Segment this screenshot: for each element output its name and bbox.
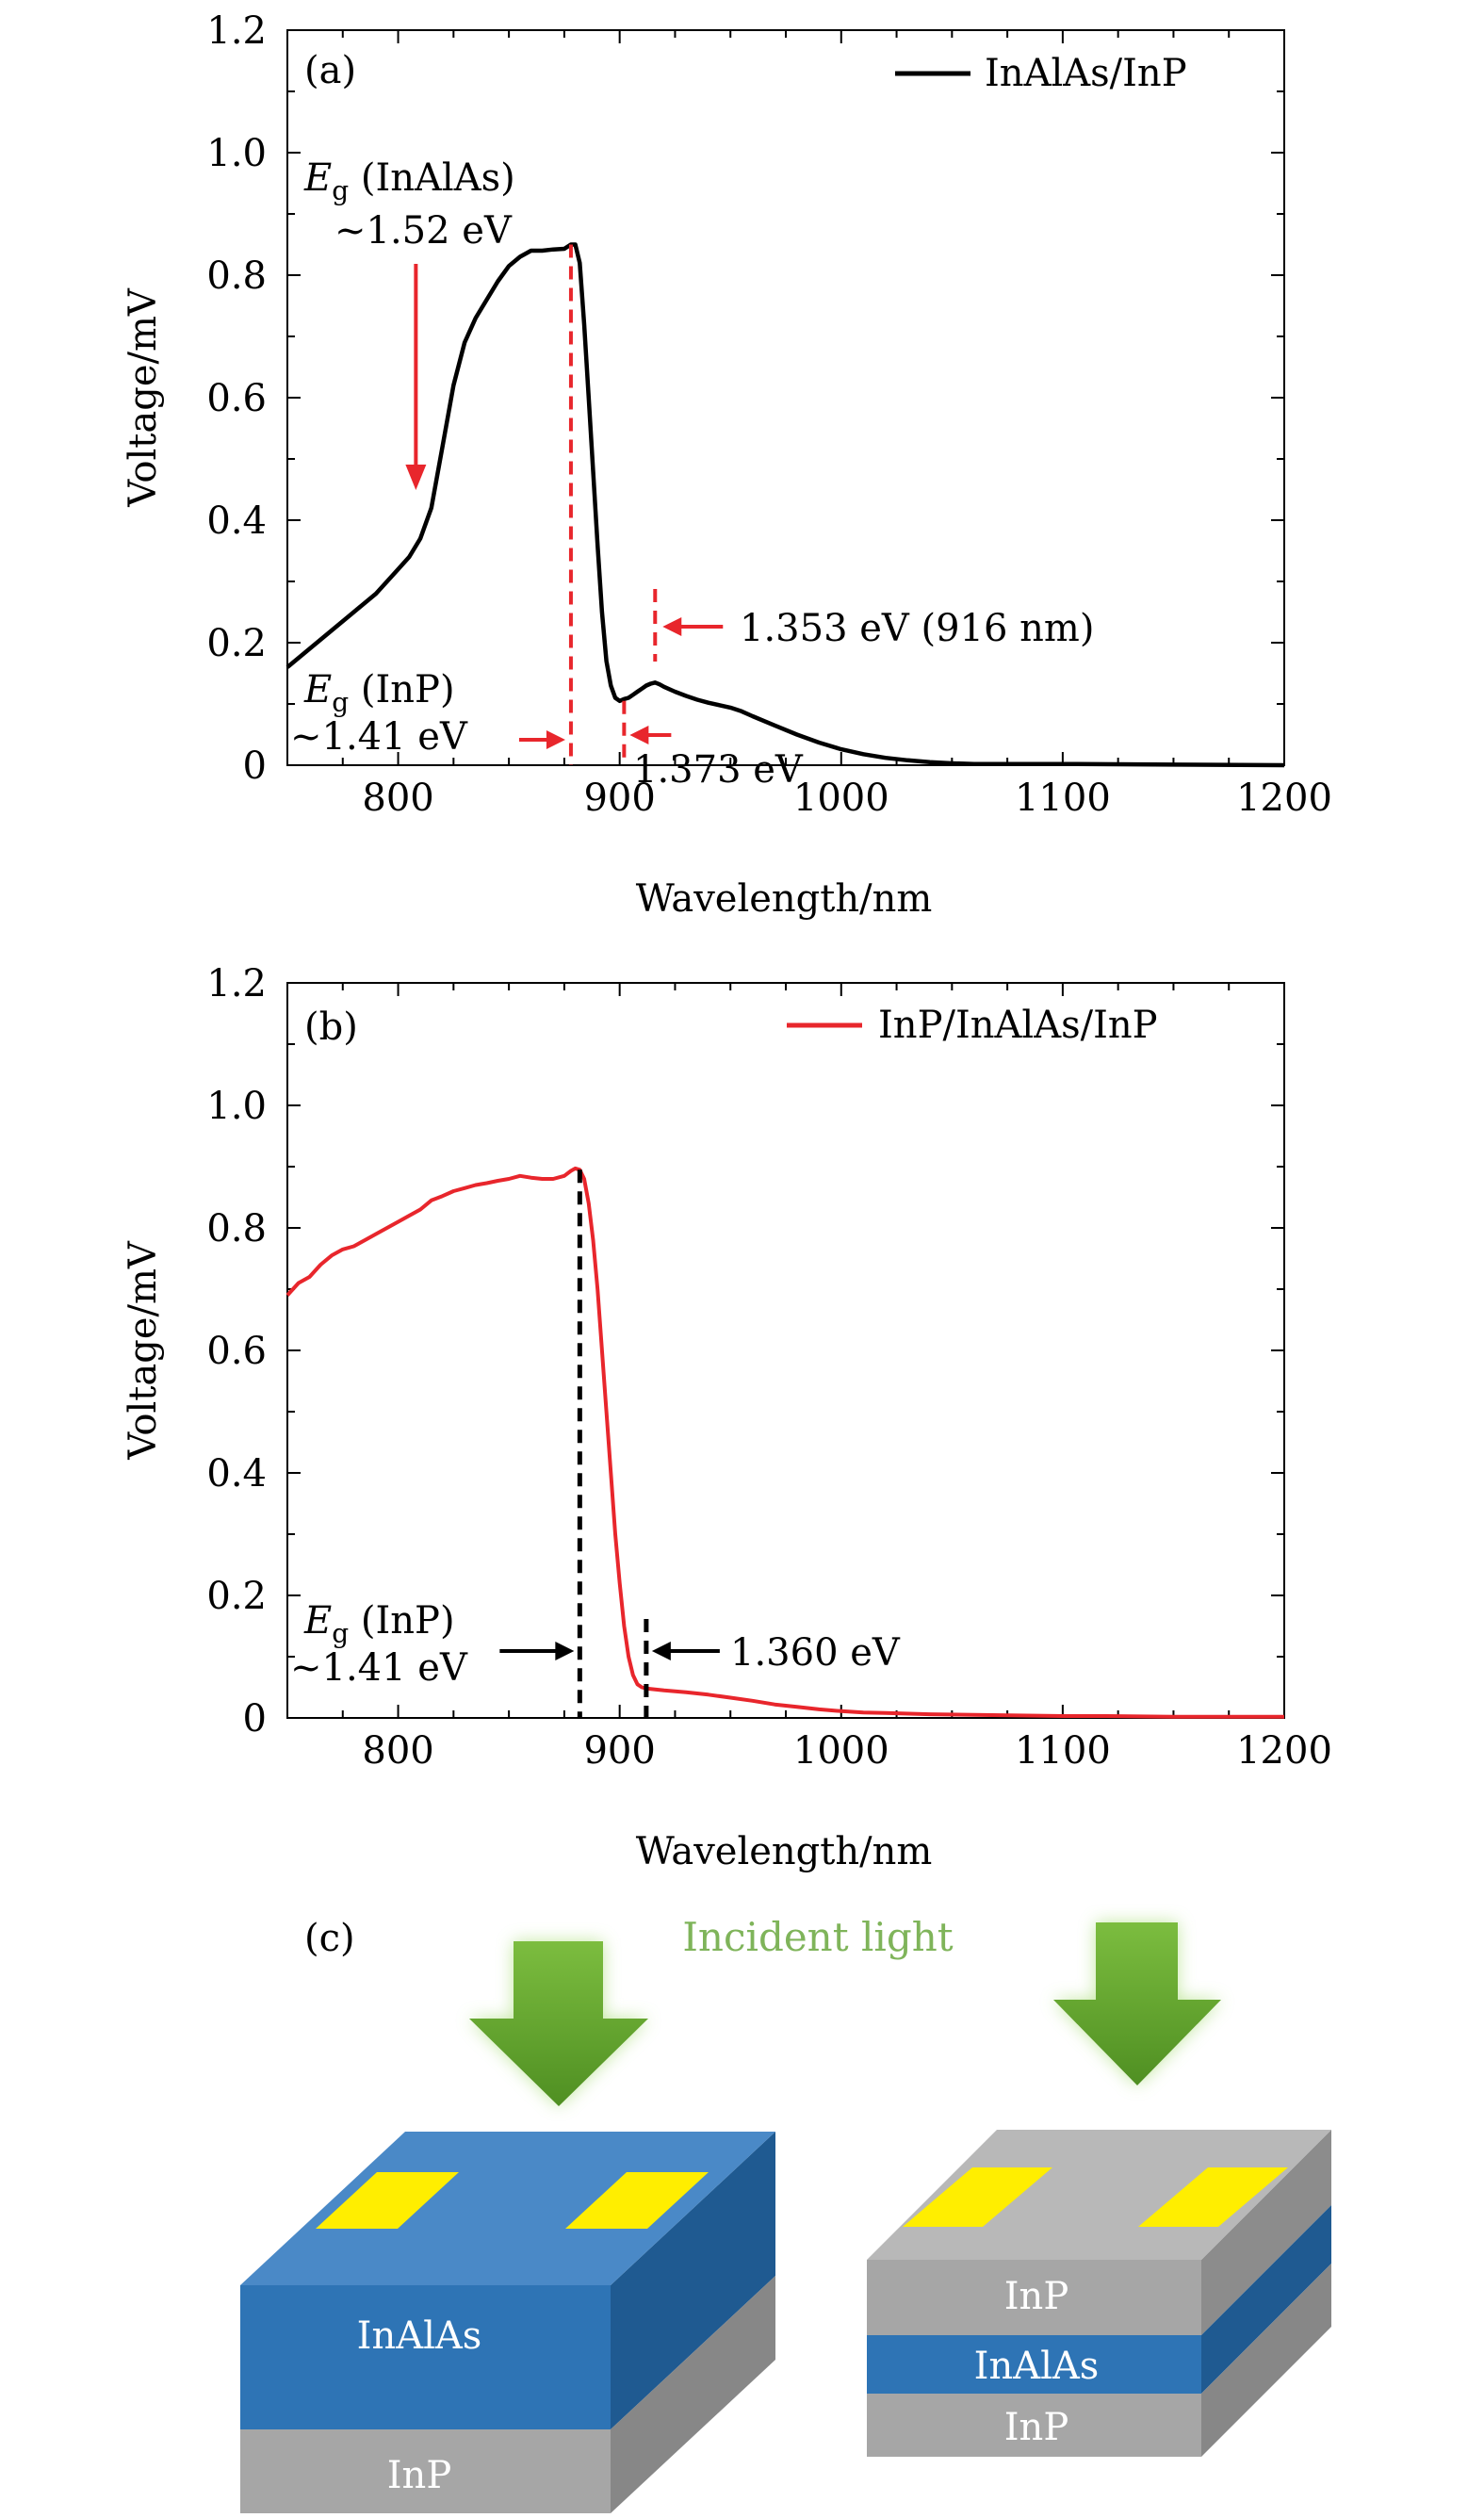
panel-b: 800 900 1000 1100 1200 0 0.2 0.4 0.6 0.8 1.0 1.2 (b…	[122, 962, 1332, 1873]
panel-b-y-tick-label: 1.0	[206, 1085, 267, 1128]
panel-a-y-tick-label: 0.4	[206, 499, 267, 543]
panel-b-x-tick-label: 1000	[793, 1729, 889, 1773]
eg-inp-value-b: ~1.41 eV	[290, 1646, 468, 1690]
device-left: InAlAs InP	[240, 2132, 775, 2513]
mark-1360-label: 1.360 eV	[730, 1631, 901, 1675]
panel-b-legend-label: InP/InAlAs/InP	[878, 1004, 1158, 1047]
panel-b-x-tick-label: 1200	[1236, 1729, 1332, 1773]
panel-a-x-tick-label: 800	[362, 777, 433, 820]
eg-inp-label-a: Eg (InP)	[303, 668, 455, 718]
device-left-contact-2	[565, 2172, 709, 2229]
device-right-inp-bottom-side	[1201, 2264, 1331, 2457]
panel-a-x-tick-label: 1200	[1236, 777, 1332, 820]
panel-c: (c) Incident light InAlAs InP	[240, 1914, 1331, 2513]
panel-a-y-tick-label: 0.8	[206, 254, 267, 298]
device-right-contact-2	[1138, 2167, 1288, 2227]
incident-light-label: Incident light	[682, 1914, 953, 1960]
eg-inp-arrow-b	[499, 1642, 575, 1660]
panel-b-markers	[499, 1169, 720, 1718]
device-right-contact-1	[903, 2167, 1052, 2227]
panel-b-label: (b)	[304, 1006, 358, 1049]
incident-light-arrow-left	[469, 1941, 648, 2106]
panel-b-series-line	[285, 1166, 1284, 1719]
incident-light-arrow-right	[1053, 1922, 1221, 2085]
panel-a-y-tick-label: 0.2	[206, 622, 267, 665]
panel-a-y-tick-label: 1.0	[206, 132, 267, 175]
mark-1353-arrow	[662, 617, 724, 636]
panel-b-x-tick-label: 900	[583, 1729, 655, 1773]
device-right-inalas-front	[867, 2335, 1201, 2394]
panel-b-y-tick-label: 0	[243, 1697, 267, 1741]
mark-1373-label: 1.373 eV	[633, 748, 804, 792]
panel-a-markers	[405, 244, 724, 765]
device-left-inp-front	[240, 2429, 611, 2513]
device-left-inalas-front	[240, 2285, 611, 2429]
device-left-inp-side	[611, 2276, 775, 2513]
eg-inalas-label: Eg (InAlAs)	[303, 156, 515, 206]
panel-a-x-tick-label: 1000	[793, 777, 889, 820]
panel-a-legend-label: InAlAs/InP	[985, 52, 1187, 95]
panel-b-ticks: 800 900 1000 1100 1200 0 0.2 0.4 0.6 0.8 1.0 1.2	[206, 962, 1332, 1773]
device-left-contact-1	[316, 2172, 459, 2229]
panel-a-x-tick-label: 1100	[1015, 777, 1111, 820]
panel-a-y-axis-label: Voltage/mV	[122, 287, 165, 508]
device-right-inalas-label: InAlAs	[974, 2345, 1100, 2388]
panel-b-x-axis-label: Wavelength/nm	[636, 1830, 933, 1873]
eg-inp-arrow-a	[518, 730, 565, 749]
panel-b-y-tick-label: 0.4	[206, 1452, 267, 1496]
mark-1353-label: 1.353 eV (916 nm)	[740, 607, 1094, 650]
panel-a: 800 900 1000 1100 1200 0 0.2 0.4 0.6 0.8 1.0 1.2 (a…	[122, 9, 1332, 921]
device-left-top-surface	[240, 2132, 775, 2285]
panel-c-label: (c)	[304, 1917, 355, 1960]
eg-inalas-subscript: g	[332, 175, 349, 206]
device-right-inp-top-front	[867, 2260, 1201, 2335]
device-right-inp-bottom-front	[867, 2394, 1201, 2457]
eg-inalas-arrow	[405, 264, 427, 490]
panel-a-x-axis-label: Wavelength/nm	[636, 877, 933, 921]
eg-inp-name-b: (InP)	[349, 1599, 454, 1643]
mark-1360-arrow	[651, 1642, 720, 1660]
eg-inp-label-b: Eg (InP)	[303, 1599, 455, 1649]
eg-inalas-symbol: E	[303, 156, 332, 200]
panel-a-plot-frame	[286, 29, 1285, 766]
eg-inp-symbol-a: E	[303, 668, 332, 711]
device-left-inp-label: InP	[387, 2454, 451, 2497]
panel-a-y-tick-label: 0.6	[206, 377, 267, 420]
mark-1373-arrow	[629, 726, 672, 744]
panel-a-y-tick-label: 0	[243, 744, 267, 788]
panel-a-y-tick-label: 1.2	[206, 9, 267, 53]
device-right: InP InAlAs InP	[867, 2130, 1331, 2457]
device-right-inalas-side	[1201, 2205, 1331, 2394]
panel-b-x-tick-label: 800	[362, 1729, 433, 1773]
device-right-inp-bottom-label: InP	[1004, 2406, 1068, 2449]
panel-b-y-axis-label: Voltage/mV	[122, 1240, 165, 1461]
device-left-inalas-label: InAlAs	[357, 2314, 482, 2358]
panel-a-x-tick-label: 900	[583, 777, 655, 820]
eg-inalas-name: (InAlAs)	[349, 156, 515, 200]
eg-inp-subscript-a: g	[332, 687, 349, 718]
eg-inp-symbol-b: E	[303, 1599, 332, 1643]
panel-b-y-tick-label: 0.6	[206, 1330, 267, 1373]
device-right-top-surface	[867, 2130, 1331, 2260]
eg-inp-value-a: ~1.41 eV	[290, 715, 468, 759]
panel-b-y-tick-label: 0.8	[206, 1207, 267, 1251]
device-right-inp-top-label: InP	[1004, 2275, 1068, 2318]
eg-inalas-value: ~1.52 eV	[334, 209, 513, 253]
panel-a-label: (a)	[304, 49, 356, 92]
panel-a-series-line	[285, 242, 1285, 768]
panel-a-ticks: 800 900 1000 1100 1200 0 0.2 0.4 0.6 0.8 1.0 1.2	[206, 9, 1332, 820]
panel-b-y-tick-label: 1.2	[206, 962, 267, 1006]
device-left-inalas-side	[611, 2132, 775, 2429]
device-right-inp-top-side	[1201, 2130, 1331, 2335]
panel-b-y-tick-label: 0.2	[206, 1575, 267, 1618]
eg-inp-name-a: (InP)	[349, 668, 454, 711]
panel-b-x-tick-label: 1100	[1015, 1729, 1111, 1773]
eg-inp-subscript-b: g	[332, 1618, 349, 1649]
